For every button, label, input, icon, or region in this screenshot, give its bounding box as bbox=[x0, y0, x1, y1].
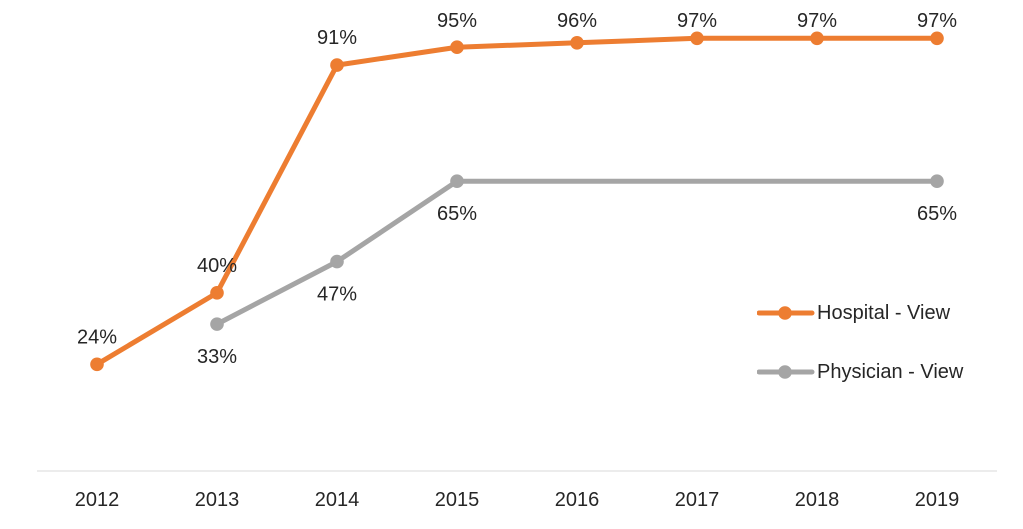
data-point-label: 40% bbox=[197, 255, 237, 277]
data-point-marker bbox=[930, 31, 944, 46]
data-point-label: 97% bbox=[677, 10, 717, 32]
data-point-label: 97% bbox=[917, 10, 957, 32]
data-point-label: 65% bbox=[917, 203, 957, 225]
x-tick-label: 2019 bbox=[915, 489, 960, 511]
x-tick-label: 2012 bbox=[75, 489, 120, 511]
x-tick-label: 2017 bbox=[675, 489, 720, 511]
data-point-marker bbox=[330, 58, 344, 72]
legend-label-hospital-view: Hospital - View bbox=[817, 302, 951, 324]
data-point-label: 97% bbox=[797, 10, 837, 32]
hospital-series-swatch-icon bbox=[757, 306, 815, 320]
data-point-label: 65% bbox=[437, 203, 477, 225]
series-line-1 bbox=[214, 178, 940, 327]
x-tick-label: 2015 bbox=[435, 489, 480, 511]
data-point-marker bbox=[450, 174, 464, 189]
x-tick-label: 2016 bbox=[555, 489, 600, 511]
data-point-marker bbox=[450, 40, 464, 55]
data-point-marker bbox=[90, 357, 104, 372]
data-point-marker bbox=[210, 286, 224, 300]
legend-label-physician-view: Physician - View bbox=[817, 361, 964, 383]
data-point-marker bbox=[330, 254, 344, 269]
x-tick-label: 2014 bbox=[315, 489, 360, 511]
data-point-label: 95% bbox=[437, 10, 477, 32]
data-point-marker bbox=[210, 317, 224, 331]
data-point-label: 91% bbox=[317, 27, 357, 49]
physician-series-swatch-icon bbox=[757, 365, 815, 379]
series-line-0 bbox=[94, 35, 940, 367]
x-tick-label: 2018 bbox=[795, 489, 840, 511]
data-point-label: 47% bbox=[317, 284, 357, 306]
data-point-marker bbox=[810, 31, 824, 46]
data-point-marker bbox=[930, 174, 944, 189]
x-tick-label: 2013 bbox=[195, 489, 240, 511]
data-point-label: 96% bbox=[557, 10, 597, 32]
data-point-label: 24% bbox=[77, 326, 117, 348]
data-point-marker bbox=[570, 35, 584, 50]
legend-item-physician-view: Physician - View bbox=[757, 359, 963, 385]
data-point-label: 33% bbox=[197, 346, 237, 368]
legend: Hospital - View Physician - View bbox=[757, 300, 963, 385]
data-point-marker bbox=[690, 31, 704, 46]
legend-item-hospital-view: Hospital - View bbox=[757, 300, 963, 326]
